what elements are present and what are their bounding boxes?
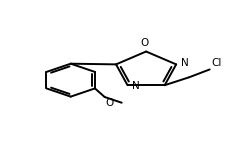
Text: O: O (105, 98, 114, 108)
Text: N: N (181, 58, 188, 68)
Text: Cl: Cl (212, 58, 222, 68)
Text: O: O (141, 38, 149, 47)
Text: N: N (132, 81, 140, 91)
